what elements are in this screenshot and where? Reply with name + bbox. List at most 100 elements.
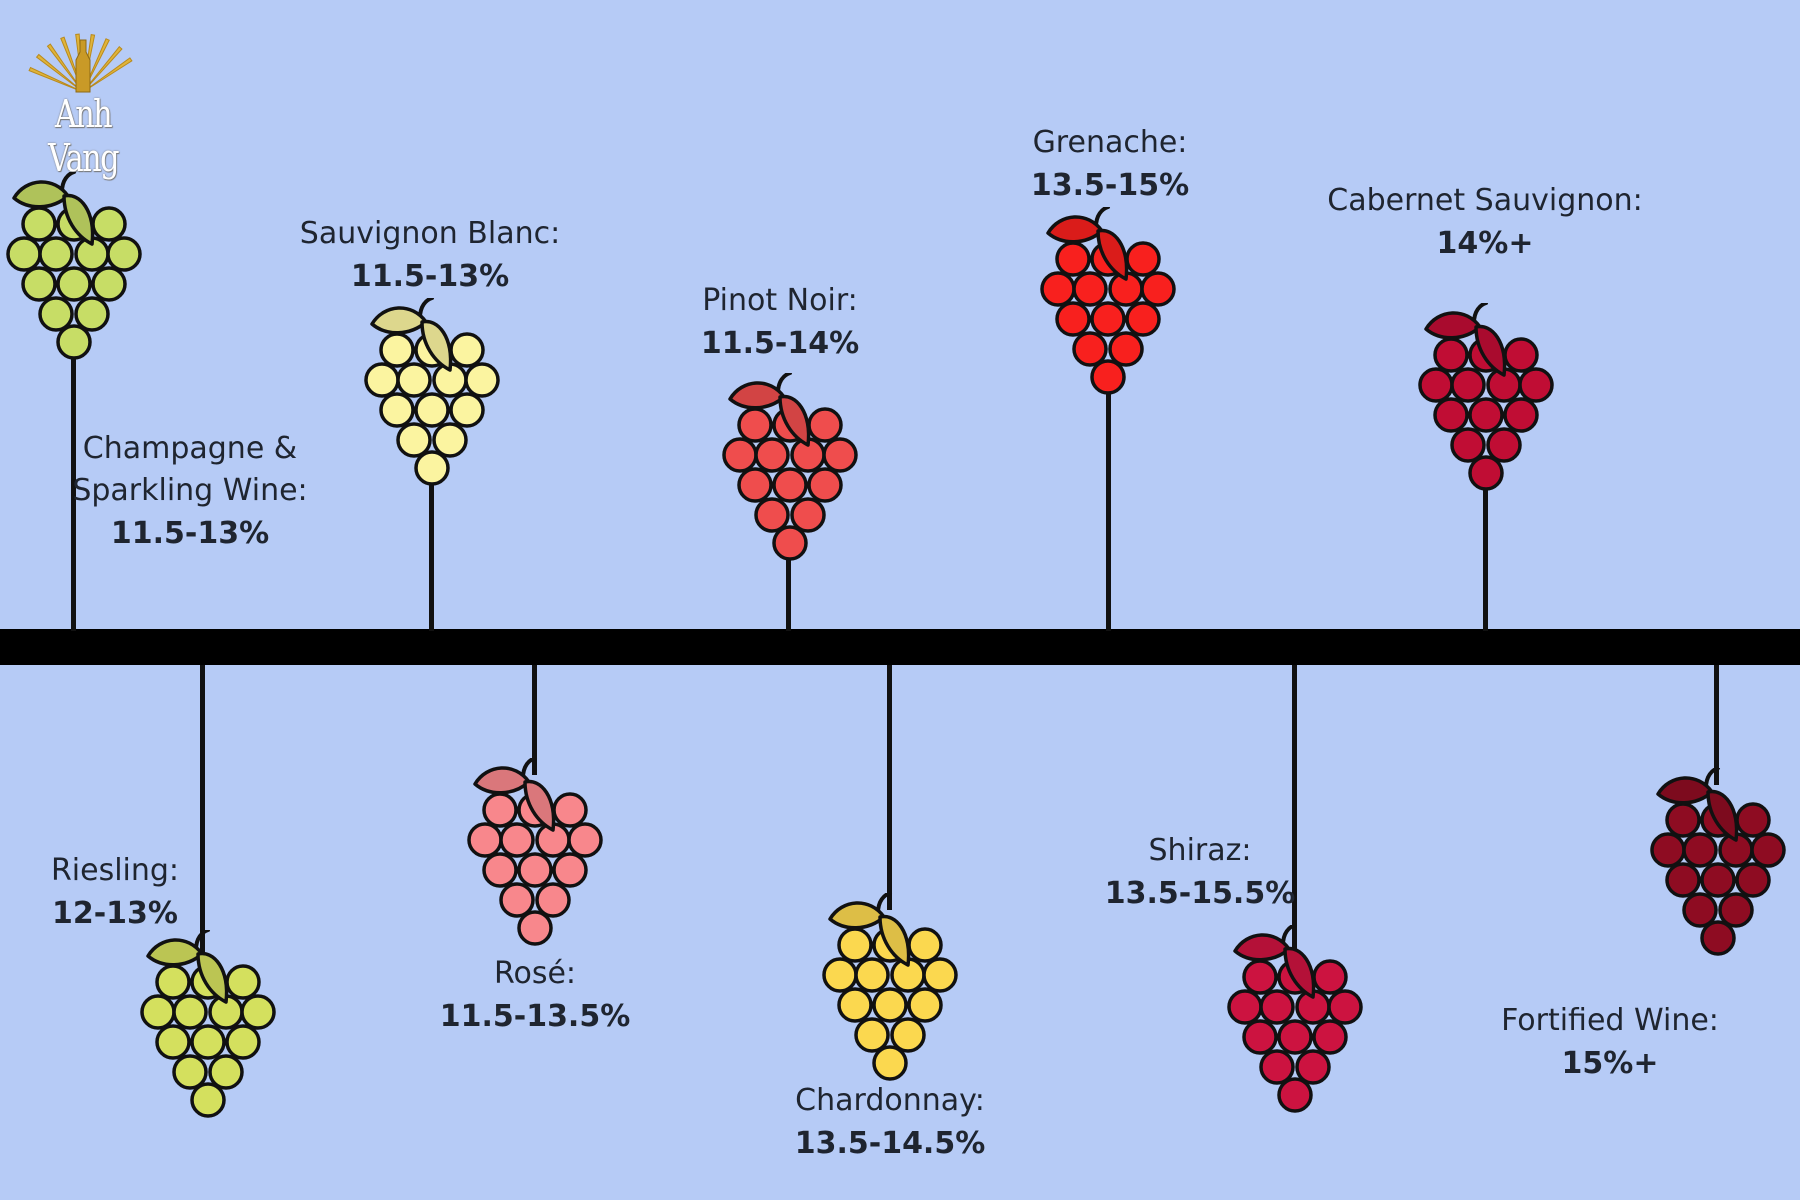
grape-leaf <box>62 193 95 246</box>
logo-ray <box>35 53 84 93</box>
wine-abv: 11.5-14% <box>700 326 860 361</box>
stem-grenache <box>1106 380 1111 631</box>
grape-berry <box>517 852 553 888</box>
grape-berry <box>1277 1019 1313 1055</box>
grape-bunch-icon <box>1650 768 1786 956</box>
grape-berry <box>854 1017 890 1053</box>
stem-sauvignon-blanc <box>429 470 434 631</box>
grape-leaf <box>523 779 556 832</box>
grape-berry <box>1242 959 1278 995</box>
grape-leaf <box>1424 311 1482 340</box>
grape-berry <box>1433 397 1469 433</box>
grape-leaf <box>473 766 531 795</box>
grape-berry <box>190 1082 226 1118</box>
grape-leaf <box>1233 933 1291 962</box>
grape-berry <box>807 407 843 443</box>
grape-leaf <box>146 938 204 967</box>
grape-berry <box>552 852 588 888</box>
grape-berry <box>172 994 208 1030</box>
grape-berry <box>1140 271 1176 307</box>
wine-abv: 13.5-15% <box>1030 168 1190 203</box>
grape-berry <box>91 206 127 242</box>
grape-berry <box>1125 241 1161 277</box>
grape-berry <box>155 1024 191 1060</box>
wine-abv: 11.5-13% <box>350 259 510 294</box>
grape-berry <box>56 266 92 302</box>
grape-berry <box>482 852 518 888</box>
grape-berry <box>1312 1019 1348 1055</box>
label-chardonnay: Chardonnay: 13.5-14.5% <box>750 1080 1030 1166</box>
grape-berry <box>837 987 873 1023</box>
grape-berry <box>772 467 808 503</box>
wine-name: Chardonnay: <box>795 1083 985 1118</box>
grape-berry <box>1090 359 1126 395</box>
grape-berry <box>822 437 858 473</box>
grape-berry <box>172 1054 208 1090</box>
wine-name: Rosé: <box>493 956 577 991</box>
grape-berry <box>1750 832 1786 868</box>
wine-name: Sparkling Wine: <box>72 473 308 508</box>
grape-berry <box>396 422 432 458</box>
grape-leaf <box>12 180 70 209</box>
grape-berry <box>1072 271 1108 307</box>
grape-bunch-icon <box>1418 303 1554 491</box>
stem-fortified <box>1714 665 1719 785</box>
wine-name: Cabernet Sauvignon: <box>1327 183 1643 218</box>
grape-berry <box>1503 397 1539 433</box>
grape-bunch-icon <box>1040 207 1176 395</box>
grape-berry <box>1650 832 1686 868</box>
wine-name: Grenache: <box>1032 125 1188 160</box>
brand-logo: Anh Vang <box>8 30 158 180</box>
grape-berry <box>499 882 535 918</box>
stem-chardonnay <box>887 665 892 910</box>
grape-berry <box>1682 832 1718 868</box>
grape-berry <box>499 822 535 858</box>
grape-berry <box>1277 1077 1313 1113</box>
wine-name: Shiraz: <box>1148 833 1252 868</box>
grape-berry <box>1040 271 1076 307</box>
grape-bunch-icon <box>722 373 858 561</box>
grape-leaf <box>1656 776 1714 805</box>
grape-berry <box>1242 1019 1278 1055</box>
grape-berry <box>1450 367 1486 403</box>
grape-berry <box>1108 331 1144 367</box>
grape-berry <box>482 792 518 828</box>
label-grenache: Grenache: 13.5-15% <box>1000 122 1220 208</box>
wine-abv: 14%+ <box>1436 226 1534 261</box>
grape-berry <box>890 1017 926 1053</box>
wine-abv: 11.5-13% <box>110 516 270 551</box>
wine-abv: 15%+ <box>1561 1046 1659 1081</box>
grape-berry <box>449 332 485 368</box>
label-riesling: Riesling: 12-13% <box>20 850 210 936</box>
label-cabernet-sauvignon: Cabernet Sauvignon: 14%+ <box>1315 180 1655 266</box>
grape-berry <box>1072 331 1108 367</box>
grape-berry <box>1312 959 1348 995</box>
grape-berry <box>379 332 415 368</box>
logo-ray <box>28 66 84 93</box>
stem-cabernet-sauvignon <box>1483 475 1488 631</box>
grape-leaf <box>728 381 786 410</box>
grape-berry <box>1665 802 1701 838</box>
grape-berry <box>872 987 908 1023</box>
wine-abv: 13.5-15.5% <box>1104 876 1296 911</box>
grape-berry <box>1259 989 1295 1025</box>
grape-berry <box>1055 301 1091 337</box>
stem-champagne <box>71 352 76 631</box>
grape-bunch-icon <box>140 930 276 1118</box>
grape-berry <box>1700 920 1736 956</box>
grape-berry <box>1682 892 1718 928</box>
grape-berry <box>1735 802 1771 838</box>
grape-berry <box>56 324 92 360</box>
grape-leaf <box>878 914 911 967</box>
label-fortified: Fortified Wine: 15%+ <box>1480 1000 1740 1086</box>
grape-berry <box>1227 989 1263 1025</box>
grape-berry <box>754 437 790 473</box>
grape-berry <box>1735 862 1771 898</box>
grape-berry <box>140 994 176 1030</box>
grape-leaf <box>1046 215 1104 244</box>
grape-berry <box>517 910 553 946</box>
grape-berry <box>1418 367 1454 403</box>
grape-berry <box>907 987 943 1023</box>
grape-berry <box>91 266 127 302</box>
